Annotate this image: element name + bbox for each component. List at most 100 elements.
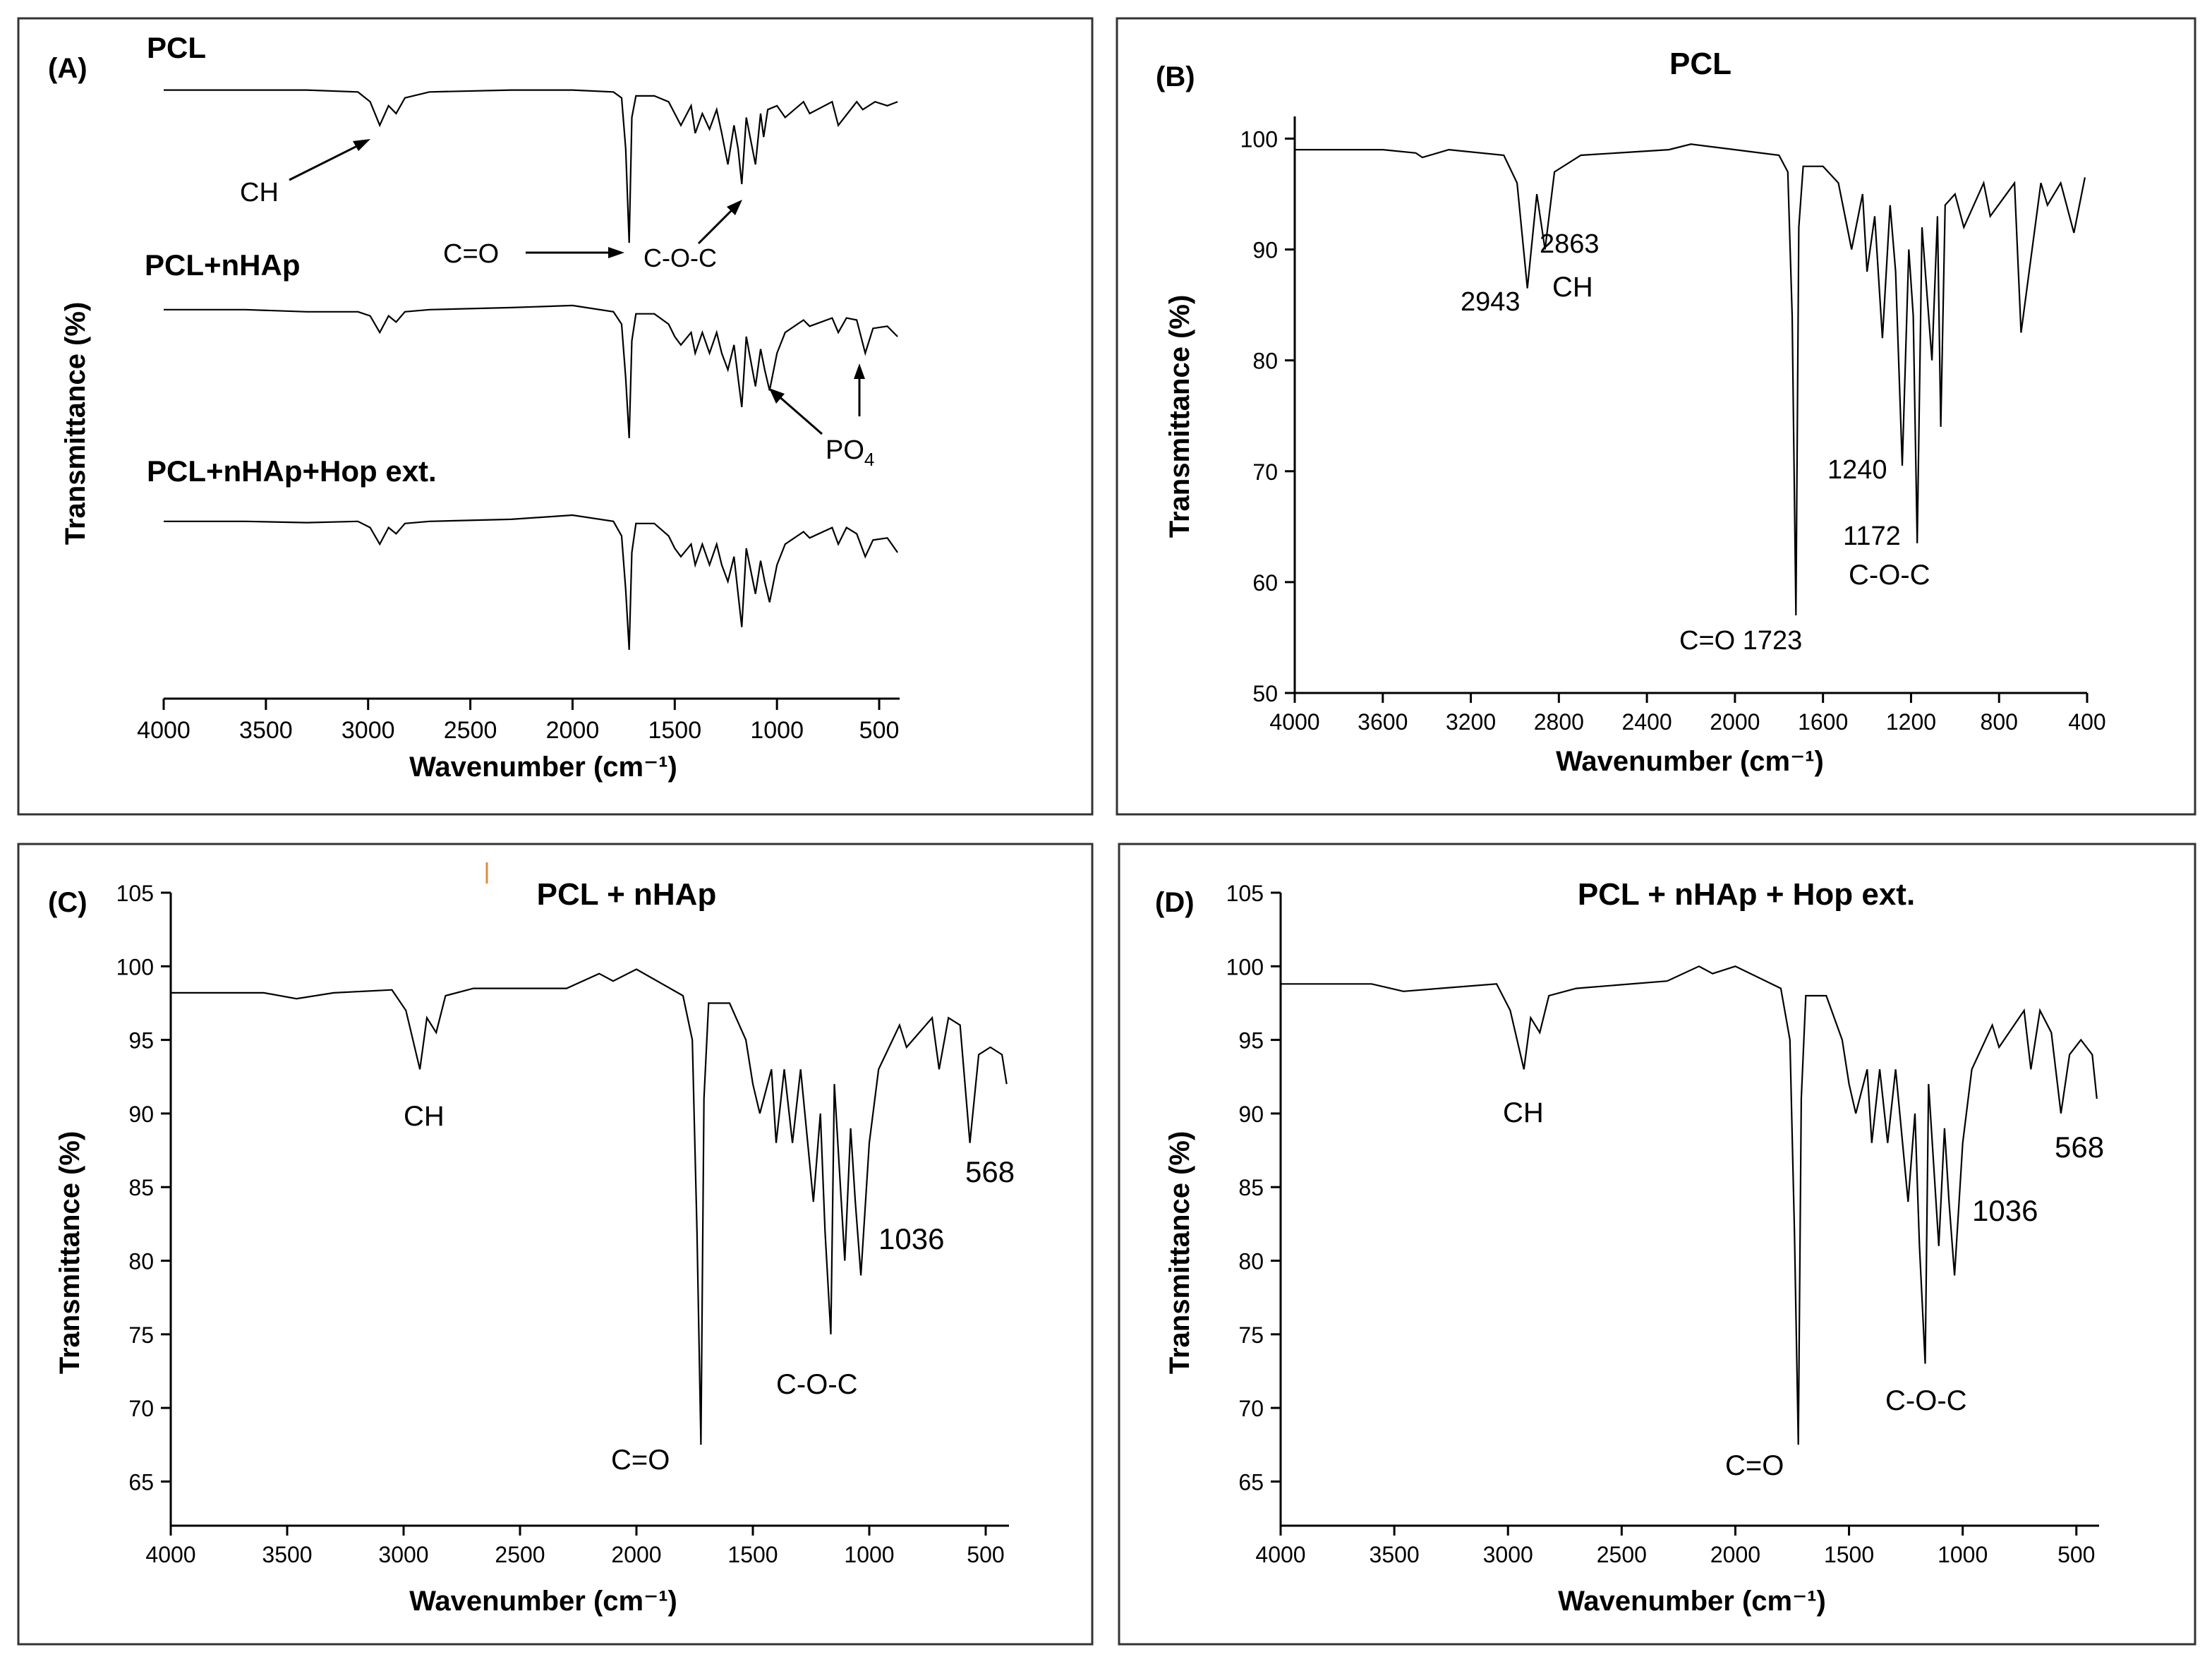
panel-d-y-tick-label: 100: [1226, 954, 1264, 979]
panel-a-series-label-pcl-nhap: PCL+nHAp: [145, 248, 301, 282]
panel-c-ylabel: Transmittance (%): [54, 1131, 85, 1375]
panel-b-y-tick-label: 50: [1252, 681, 1278, 706]
panel-b-x-tick-label: 2000: [1710, 709, 1760, 735]
panel-a: (A) PCL PCL+nHAp PCL+nHAp+Hop ext. Trans…: [17, 17, 1094, 816]
panel-a-x-ticks: 4000 3500 3000 2500 2000 1500 1000 500: [137, 699, 899, 744]
panel-a-arrowhead-coc: [727, 200, 742, 215]
panel-a-series-label-pcl: PCL: [147, 31, 206, 64]
panel-c-title: PCL + nHAp: [537, 877, 717, 912]
panel-b: (B) PCL Transmittance (%) Wavenumber (cm…: [1116, 17, 2196, 816]
panel-d-frame: [1118, 843, 2196, 1646]
panel-c-annotation-co: C=O: [611, 1445, 670, 1476]
panel-c-x-tick-label: 3500: [262, 1542, 312, 1567]
panel-d-annotation-568: 568: [2055, 1131, 2104, 1164]
panel-c-y-tick-label: 70: [128, 1396, 154, 1421]
panel-b-x-tick-label: 400: [2068, 709, 2105, 735]
panel-d-annotation-ch: CH: [1503, 1097, 1544, 1128]
panel-d-x-tick-label: 500: [2057, 1542, 2095, 1567]
panel-d-x-tick-label: 2000: [1710, 1542, 1760, 1567]
panel-a-series-pcl-nhap-line: [164, 304, 898, 438]
panel-d-y-tick-label: 105: [1226, 881, 1264, 906]
panel-c-xlabel: Wavenumber (cm⁻¹): [409, 1586, 677, 1617]
panel-d-x-tick-label: 1500: [1824, 1542, 1874, 1567]
panel-c-annotation-coc: C-O-C: [776, 1369, 858, 1400]
panel-a-annotation-coc: C-O-C: [643, 243, 717, 272]
panel-b-annotation-co-1723: C=O 1723: [1679, 626, 1802, 656]
panel-c-x-tick-label: 1000: [844, 1542, 894, 1567]
panel-c-y-tick-label: 90: [128, 1102, 154, 1127]
panel-a-series-label-pcl-nhap-hop: PCL+nHAp+Hop ext.: [147, 454, 437, 488]
panel-c-x-tick-label: 4000: [145, 1542, 195, 1567]
panel-b-x-tick-label: 3600: [1358, 709, 1408, 735]
panel-c-y-tick-label: 105: [116, 881, 154, 906]
panel-d-ticks: 4000 3500 3000 2500 2000 1500 1000 500 65 70 75 80 8…: [1226, 881, 2096, 1567]
panel-c-annotation-ch: CH: [404, 1101, 445, 1132]
panel-c-x-tick-label: 2500: [495, 1542, 545, 1567]
panel-a-arrow-ch: [289, 143, 361, 181]
panel-b-y-tick-label: 90: [1252, 238, 1278, 263]
panel-c-y-tick-label: 80: [128, 1249, 154, 1274]
panel-a-arrowhead-co: [608, 247, 624, 258]
panel-d-y-tick-label: 80: [1238, 1249, 1264, 1274]
panel-b-annotation-2943: 2943: [1461, 287, 1521, 317]
panel-d-y-tick-label: 75: [1238, 1322, 1264, 1348]
panel-d-xlabel: Wavenumber (cm⁻¹): [1558, 1586, 1826, 1617]
panel-c-annotation-568: 568: [965, 1155, 1015, 1188]
panel-a-arrowhead-ch: [353, 139, 370, 151]
panel-d-y-tick-label: 85: [1238, 1175, 1264, 1200]
panel-b-annotation-1240: 1240: [1827, 455, 1887, 485]
panel-a-arrowhead-po4-up: [854, 363, 865, 379]
panel-c-x-tick-label: 3000: [378, 1542, 428, 1567]
panel-b-x-tick-label: 3200: [1446, 709, 1496, 735]
panel-a-x-tick-label: 1500: [648, 717, 701, 744]
panel-d-x-tick-label: 2500: [1597, 1542, 1647, 1567]
panel-a-frame: [17, 17, 1094, 816]
panel-b-annotation-ch: CH: [1552, 272, 1593, 303]
panel-a-series-pcl-line: [164, 89, 898, 243]
panel-d-annotation-coc: C-O-C: [1885, 1385, 1967, 1416]
panel-d-title: PCL + nHAp + Hop ext.: [1578, 877, 1915, 912]
panel-d-y-tick-label: 65: [1238, 1469, 1264, 1495]
panel-b-frame: [1116, 17, 2196, 816]
panel-d-x-tick-label: 3000: [1483, 1542, 1533, 1567]
panel-a-letter: (A): [48, 53, 87, 84]
panel-b-x-tick-label: 800: [1981, 709, 2018, 735]
panel-b-ylabel: Transmittance (%): [1164, 295, 1195, 538]
panel-b-xlabel: Wavenumber (cm⁻¹): [1556, 746, 1824, 777]
panel-d-ylabel: Transmittance (%): [1164, 1131, 1195, 1375]
panel-a-arrowhead-po4-diag: [769, 388, 785, 404]
panel-c-y-tick-label: 75: [128, 1322, 154, 1348]
panel-c-ticks: 4000 3500 3000 2500 2000 1500 1000 500 65 70 75 80 8…: [116, 881, 1005, 1567]
panel-b-x-tick-label: 2400: [1622, 709, 1672, 735]
panel-c-frame: [17, 843, 1094, 1646]
panel-c-x-tick-label: 2000: [611, 1542, 661, 1567]
panel-a-xlabel: Wavenumber (cm⁻¹): [409, 752, 677, 783]
panel-b-y-tick-label: 70: [1252, 459, 1278, 485]
panel-d-x-tick-label: 4000: [1255, 1542, 1305, 1567]
panel-b-letter: (B): [1156, 61, 1195, 92]
panel-d-annotation-1036: 1036: [1972, 1194, 2038, 1227]
panel-c-letter: (C): [48, 887, 87, 918]
panel-d-x-tick-label: 3500: [1370, 1542, 1420, 1567]
panel-c-x-tick-label: 500: [967, 1542, 1004, 1567]
panel-c-y-tick-label: 100: [116, 954, 154, 979]
panel-a-arrow-coc: [697, 207, 735, 245]
panel-a-x-tick-label: 2000: [546, 717, 600, 744]
panel-d-letter: (D): [1155, 887, 1195, 918]
panel-d-y-tick-label: 90: [1238, 1102, 1264, 1127]
panel-d-series-pcl-nhap-hop-line: [1281, 965, 2098, 1445]
panel-d: (D) PCL + nHAp + Hop ext. Transmittance …: [1118, 843, 2196, 1646]
panel-a-x-tick-label: 4000: [137, 717, 191, 744]
panel-c-annotation-1036: 1036: [878, 1222, 944, 1255]
panel-d-y-tick-label: 70: [1238, 1396, 1264, 1421]
panel-b-annotation-coc: C-O-C: [1849, 560, 1930, 591]
panel-c: (C) PCL + nHAp Transmittance (%) Wavenum…: [17, 843, 1094, 1646]
panel-b-title: PCL: [1669, 47, 1731, 81]
panel-b-ticks: 4000 3600 3200 2800 2400 2000 1600 1200 800 400 50…: [1240, 126, 2106, 735]
panel-a-annotation-co: C=O: [443, 239, 499, 269]
panel-a-ylabel: Transmittance (%): [60, 302, 91, 545]
panel-a-annotation-ch: CH: [240, 178, 279, 207]
panel-b-y-tick-label: 100: [1240, 126, 1278, 152]
panel-b-x-tick-label: 1200: [1886, 709, 1936, 735]
